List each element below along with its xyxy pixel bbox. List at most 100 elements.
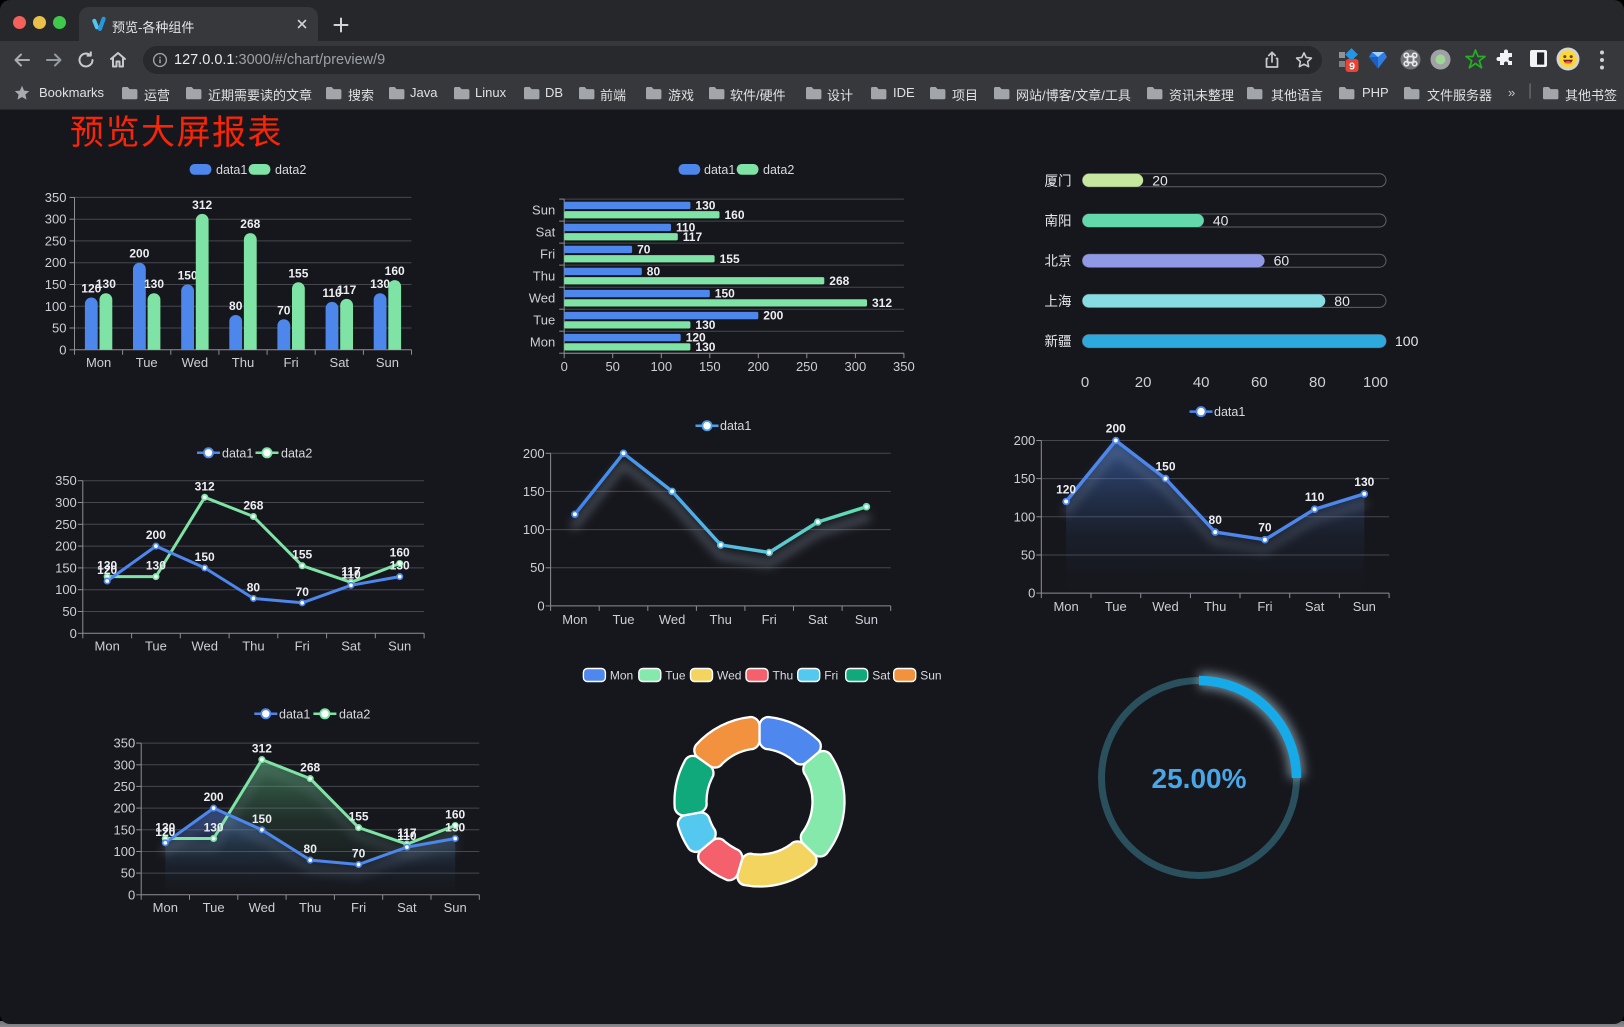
svg-text:Fri: Fri (351, 900, 366, 915)
svg-text:Mon: Mon (610, 669, 633, 683)
svg-text:110: 110 (676, 221, 696, 235)
svg-text:70: 70 (637, 243, 651, 257)
svg-text:200: 200 (146, 528, 166, 542)
svg-text:50: 50 (1021, 548, 1035, 563)
svg-text:Sat: Sat (341, 638, 361, 653)
svg-text:120: 120 (686, 331, 706, 345)
svg-text:300: 300 (845, 359, 867, 374)
svg-text:data2: data2 (339, 707, 370, 721)
svg-text:130: 130 (144, 277, 164, 291)
svg-text:上海: 上海 (1045, 294, 1072, 309)
svg-text:70: 70 (296, 585, 310, 599)
svg-text:60: 60 (1251, 374, 1268, 391)
svg-text:Sun: Sun (376, 355, 399, 370)
svg-text:300: 300 (55, 495, 77, 510)
svg-text:Mon: Mon (1053, 599, 1078, 614)
svg-text:data1: data1 (704, 163, 735, 177)
svg-text:Tue: Tue (136, 355, 158, 370)
svg-text:Thu: Thu (242, 638, 264, 653)
svg-text:Wed: Wed (249, 900, 276, 915)
svg-text:预览大屏报表: 预览大屏报表 (70, 114, 283, 152)
svg-text:130: 130 (97, 559, 117, 573)
svg-text:Sun: Sun (920, 669, 941, 683)
svg-text:厦门: 厦门 (1045, 173, 1072, 188)
svg-text:Wed: Wed (182, 355, 209, 370)
svg-text:130: 130 (1354, 475, 1374, 489)
svg-text:60: 60 (1274, 253, 1290, 269)
svg-text:130: 130 (695, 199, 715, 213)
svg-text:50: 50 (121, 866, 135, 881)
svg-text:150: 150 (45, 277, 67, 292)
svg-text:100: 100 (1014, 509, 1036, 524)
svg-text:Tue: Tue (145, 638, 167, 653)
svg-text:70: 70 (277, 303, 291, 317)
svg-text:Thu: Thu (533, 269, 555, 284)
svg-text:Sat: Sat (536, 225, 556, 240)
svg-text:200: 200 (523, 446, 545, 461)
svg-text:Sun: Sun (532, 203, 555, 218)
svg-text:80: 80 (304, 842, 318, 856)
svg-text:200: 200 (129, 247, 149, 261)
svg-text:Fri: Fri (540, 247, 555, 262)
svg-text:200: 200 (204, 790, 224, 804)
svg-text:120: 120 (155, 825, 175, 839)
svg-text:Fri: Fri (295, 638, 310, 653)
svg-text:Thu: Thu (232, 355, 254, 370)
svg-text:Thu: Thu (773, 669, 794, 683)
svg-text:北京: 北京 (1045, 254, 1072, 269)
svg-text:150: 150 (55, 560, 77, 575)
svg-text:200: 200 (45, 255, 67, 270)
svg-text:data2: data2 (281, 446, 312, 460)
svg-text:200: 200 (1106, 422, 1126, 436)
svg-text:150: 150 (715, 287, 735, 301)
svg-text:Wed: Wed (191, 638, 218, 653)
svg-text:350: 350 (45, 190, 67, 205)
svg-text:Fri: Fri (824, 669, 838, 683)
svg-text:100: 100 (1395, 333, 1419, 349)
svg-text:Thu: Thu (1204, 599, 1226, 614)
svg-text:300: 300 (45, 212, 67, 227)
svg-text:80: 80 (229, 299, 243, 313)
svg-text:110: 110 (397, 829, 417, 843)
svg-text:40: 40 (1193, 374, 1210, 391)
svg-text:117: 117 (337, 283, 357, 297)
svg-text:117: 117 (341, 564, 361, 578)
svg-text:50: 50 (605, 359, 619, 374)
svg-text:200: 200 (1014, 433, 1036, 448)
svg-text:data2: data2 (763, 163, 794, 177)
svg-text:120: 120 (97, 563, 117, 577)
svg-text:data1: data1 (720, 419, 751, 433)
svg-text:data2: data2 (275, 163, 306, 177)
svg-text:Sun: Sun (388, 638, 411, 653)
svg-text:80: 80 (247, 580, 261, 594)
svg-text:100: 100 (1363, 374, 1388, 391)
svg-text:80: 80 (1334, 293, 1350, 309)
svg-text:80: 80 (1309, 374, 1326, 391)
svg-text:Sat: Sat (808, 612, 828, 627)
svg-text:200: 200 (747, 359, 769, 374)
svg-text:20: 20 (1152, 172, 1168, 188)
svg-text:50: 50 (62, 604, 76, 619)
svg-text:Tue: Tue (613, 612, 635, 627)
svg-text:0: 0 (1028, 586, 1035, 601)
svg-text:150: 150 (113, 822, 135, 837)
svg-text:0: 0 (128, 887, 135, 902)
svg-text:70: 70 (352, 847, 366, 861)
svg-text:data1: data1 (222, 446, 253, 460)
svg-text:200: 200 (763, 309, 783, 323)
svg-text:Tue: Tue (1105, 599, 1127, 614)
svg-text:50: 50 (530, 560, 544, 575)
svg-text:50: 50 (52, 321, 66, 336)
svg-text:160: 160 (385, 264, 405, 278)
svg-text:200: 200 (113, 801, 135, 816)
svg-text:250: 250 (55, 517, 77, 532)
svg-text:130: 130 (695, 340, 715, 354)
svg-text:268: 268 (829, 274, 849, 288)
svg-text:110: 110 (341, 567, 361, 581)
svg-text:268: 268 (243, 499, 263, 513)
svg-text:Sun: Sun (444, 900, 467, 915)
svg-text:Mon: Mon (153, 900, 178, 915)
svg-text:130: 130 (204, 821, 224, 835)
svg-text:Fri: Fri (762, 612, 777, 627)
svg-text:Sat: Sat (330, 355, 350, 370)
